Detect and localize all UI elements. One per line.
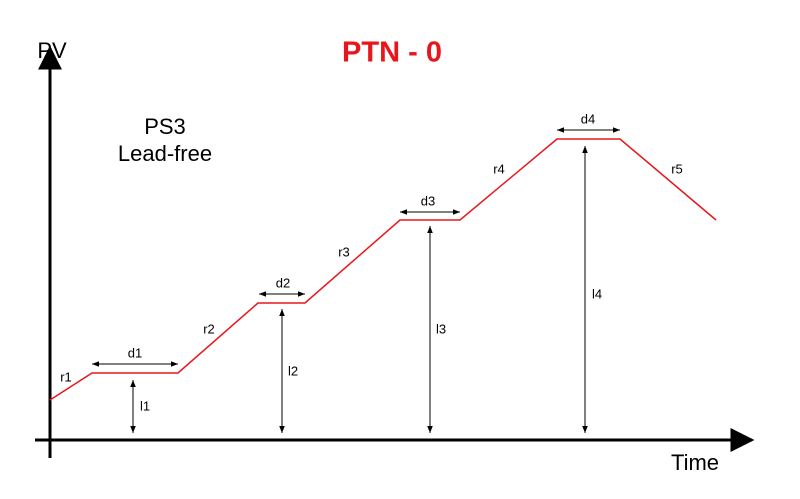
profile-name: PS3 — [144, 114, 186, 139]
dwell-label: d2 — [276, 275, 290, 290]
ramp-label: r1 — [60, 369, 72, 384]
profile-curve — [49, 138, 717, 401]
level-label: l3 — [436, 321, 446, 336]
level-label: l4 — [592, 286, 602, 301]
level-label: l2 — [288, 363, 298, 378]
ramp-label: r5 — [671, 161, 683, 176]
ramp-label: r2 — [203, 321, 215, 336]
dwell-label: d1 — [128, 345, 142, 360]
y-axis-label: PV — [37, 38, 67, 63]
x-axis-label: Time — [671, 450, 719, 475]
dwell-label: d3 — [421, 193, 435, 208]
level-label: l1 — [140, 398, 150, 413]
title: PTN - 0 — [342, 37, 442, 69]
ramp-label: r4 — [493, 161, 505, 176]
profile-description: Lead-free — [118, 141, 212, 166]
dwell-label: d4 — [581, 111, 595, 126]
ramp-label: r3 — [338, 244, 350, 259]
